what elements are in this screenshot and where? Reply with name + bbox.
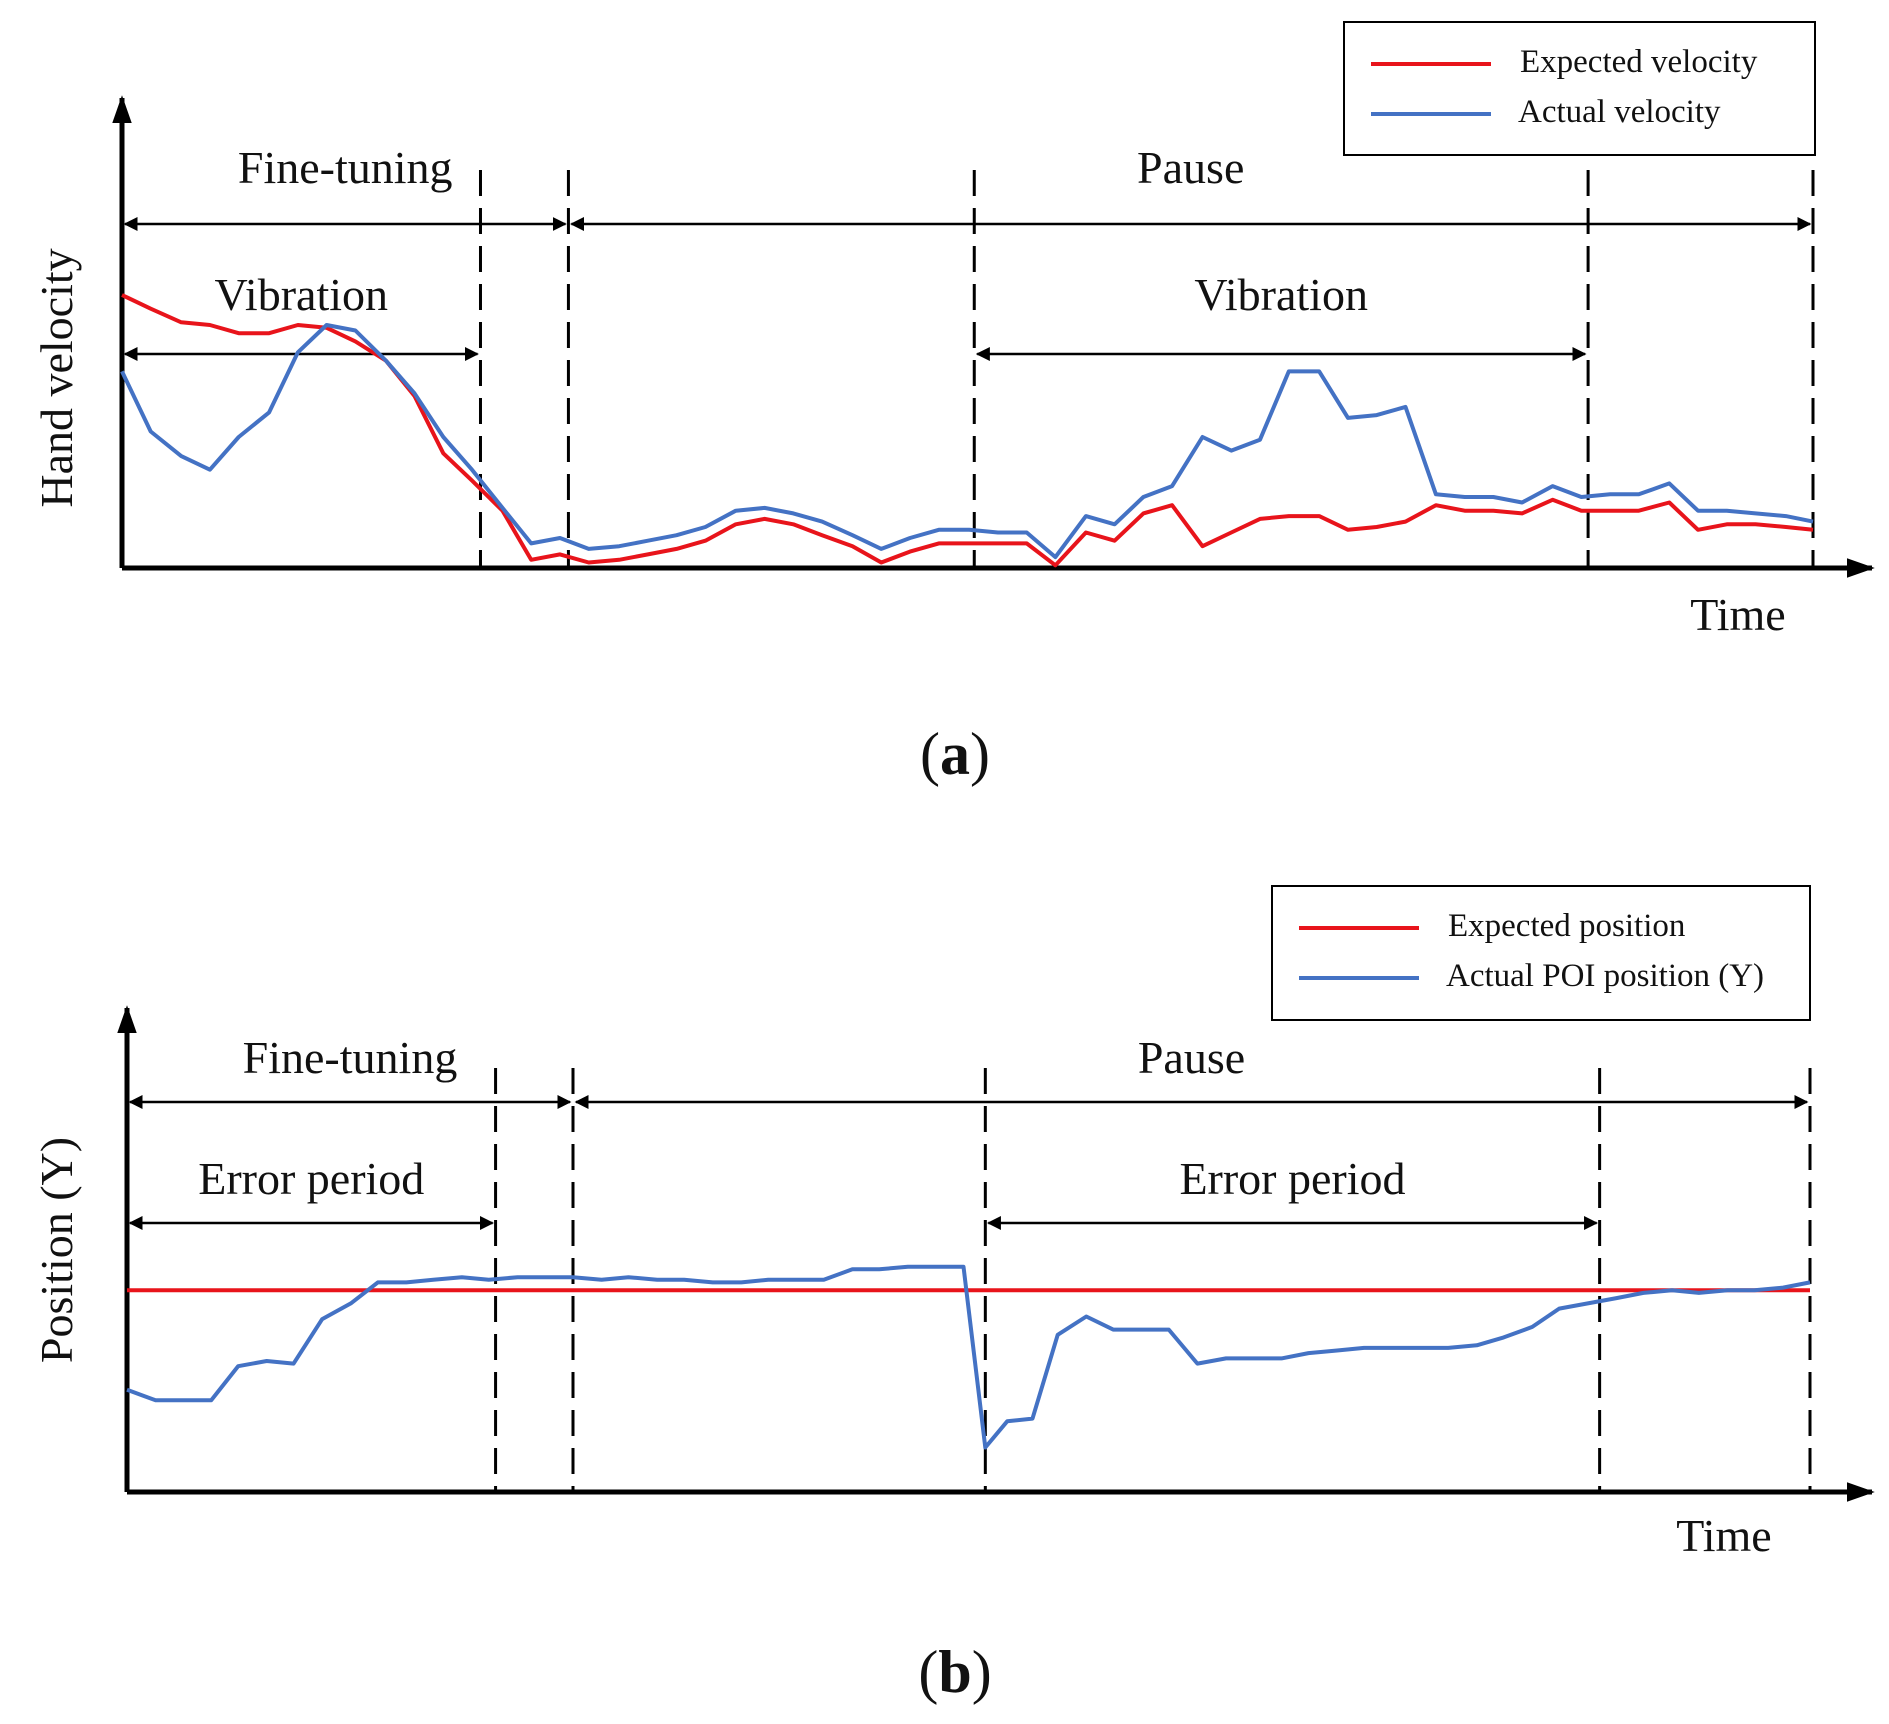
panel-a-label: (a) (920, 721, 990, 787)
legend-box (1271, 885, 1811, 1021)
series-line-actual-velocity (120, 323, 1814, 560)
series-line-actual-poi-position (126, 1264, 1811, 1450)
span-label-error-period: Error period (1179, 1153, 1405, 1204)
panel-a-spans: Fine-tuning Pause Vibration Vibration (123, 142, 1812, 361)
panel-b-spans: Fine-tuning Pause Error period Error period (128, 1032, 1809, 1230)
legend-label-actual-velocity: Actual velocity (1518, 94, 1721, 130)
panel-b-y-axis-title: Position (Y) (31, 1137, 82, 1363)
panel-b-label: (b) (918, 1639, 991, 1705)
legend-box (1343, 21, 1816, 156)
legend-label-expected-velocity: Expected velocity (1520, 44, 1758, 80)
span-label-error-period: Error period (198, 1153, 424, 1204)
panel-a-x-axis-title: Time (1690, 589, 1785, 640)
span-label-fine-tuning: Fine-tuning (243, 1032, 458, 1083)
panel-b-legend: Expected position Actual POI position (Y… (1271, 885, 1811, 1021)
span-label-vibration: Vibration (214, 269, 388, 320)
span-label-pause: Pause (1137, 142, 1244, 193)
panel-a-y-axis-title: Hand velocity (31, 248, 82, 507)
span-label-fine-tuning: Fine-tuning (238, 142, 453, 193)
panel-b: Fine-tuning Pause Error period Error period… (31, 885, 1875, 1705)
panel-a-legend: Expected velocity Actual velocity (1343, 21, 1816, 156)
span-label-vibration: Vibration (1194, 269, 1368, 320)
span-label-pause: Pause (1138, 1032, 1245, 1083)
legend-label-actual-poi-position: Actual POI position (Y) (1446, 958, 1764, 994)
series-line-expected-velocity (121, 293, 1814, 568)
panel-b-x-axis-title: Time (1676, 1510, 1771, 1561)
panel-a: Fine-tuning Pause Vibration Vibration Hand … (31, 21, 1875, 787)
panel-a-guides (478, 170, 1815, 568)
legend-label-expected-position: Expected position (1448, 908, 1685, 944)
